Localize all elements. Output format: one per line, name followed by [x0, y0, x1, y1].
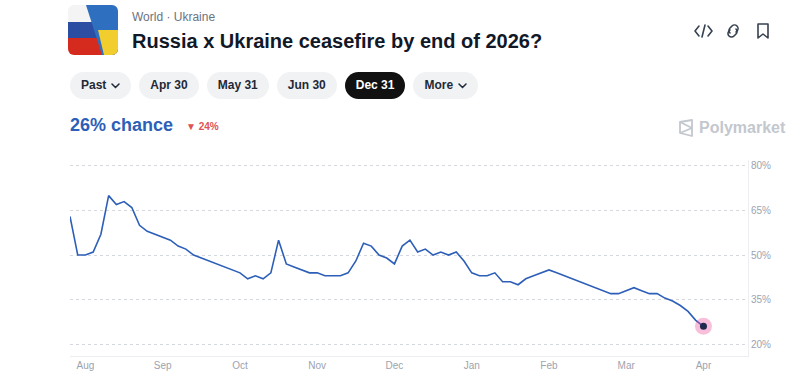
svg-text:20%: 20%: [751, 339, 771, 350]
html-text:Past: Past: [81, 78, 107, 92]
html-text:Russia x Ukraine ceasefire by: Russia x Ukraine ceasefire by end of 202…: [132, 30, 543, 52]
html-text:Polymarket: Polymarket: [699, 119, 786, 136]
html-text:More: More: [424, 78, 454, 92]
svg-text:Jan: Jan: [464, 360, 480, 371]
html-text:May 31: May 31: [217, 78, 258, 92]
svg-text:Aug: Aug: [77, 360, 95, 371]
svg-text:50%: 50%: [751, 250, 771, 261]
html-text:Dec 31: Dec 31: [355, 78, 395, 92]
svg-text:Dec: Dec: [386, 360, 404, 371]
svg-text:Sep: Sep: [154, 360, 172, 371]
html-text:▼ 24%: ▼ 24%: [186, 121, 219, 132]
html-text:26% chance: 26% chance: [70, 115, 174, 135]
svg-text:65%: 65%: [751, 205, 771, 216]
html-text:Jun 30: Jun 30: [287, 78, 326, 92]
html-text:World · Ukraine: World · Ukraine: [132, 10, 216, 24]
svg-text:80%: 80%: [751, 160, 771, 171]
html-text:Apr 30: Apr 30: [150, 78, 188, 92]
svg-text:Apr: Apr: [696, 360, 712, 371]
svg-text:Feb: Feb: [540, 360, 558, 371]
svg-text:Oct: Oct: [232, 360, 248, 371]
svg-text:35%: 35%: [751, 294, 771, 305]
svg-text:Mar: Mar: [618, 360, 636, 371]
svg-text:Nov: Nov: [308, 360, 326, 371]
